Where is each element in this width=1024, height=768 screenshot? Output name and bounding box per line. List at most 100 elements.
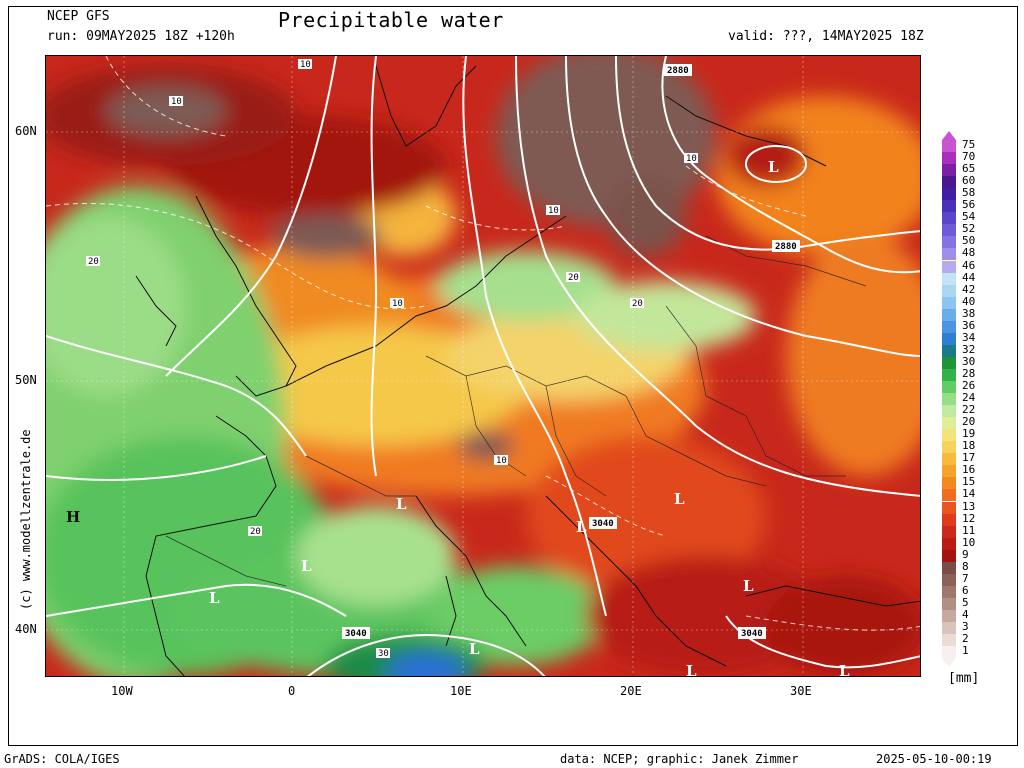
legend-swatch xyxy=(942,140,956,152)
legend-level-label: 24 xyxy=(962,391,976,405)
footer-software: GrADS: COLA/IGES xyxy=(4,752,120,766)
legend-level-label: 15 xyxy=(962,475,976,489)
low-pressure-marker: L xyxy=(674,490,685,508)
legend-swatch xyxy=(942,573,956,586)
legend-swatch xyxy=(942,513,956,526)
legend-swatch xyxy=(942,549,956,562)
contour-label-group: 10 10 10 10 10 10 20 20 xyxy=(86,59,800,659)
high-pressure-marker: H xyxy=(66,508,80,526)
legend-level-label: 65 xyxy=(962,162,976,176)
pressure-centers: H L L L L L L L L L L xyxy=(66,158,850,677)
legend-level-label: 11 xyxy=(962,523,976,537)
legend-swatch xyxy=(942,200,956,213)
legend-level-label: 12 xyxy=(962,511,976,525)
legend-level-label: 58 xyxy=(962,186,976,200)
lat-label-50n: 50N xyxy=(15,373,37,387)
legend-swatch xyxy=(942,164,956,177)
legend-swatch xyxy=(942,381,956,393)
legend-level-label: 13 xyxy=(962,499,976,513)
legend-level-label: 32 xyxy=(962,342,976,356)
legend-swatch xyxy=(942,489,956,502)
legend-swatch xyxy=(942,248,956,261)
legend-level-label: 38 xyxy=(962,306,976,320)
legend-arrow-down-icon xyxy=(942,658,956,668)
legend-swatch xyxy=(942,260,956,273)
legend-swatch xyxy=(942,585,956,598)
legend-level-label: 42 xyxy=(962,282,976,296)
legend-swatch xyxy=(942,368,956,381)
legend-level-label: 6 xyxy=(962,583,969,597)
svg-text:20: 20 xyxy=(568,273,579,283)
legend-swatch xyxy=(942,634,956,647)
svg-text:3040: 3040 xyxy=(592,519,614,529)
footer-credit: data: NCEP; graphic: Janek Zimmer xyxy=(560,752,799,766)
low-pressure-marker: L xyxy=(686,662,697,677)
legend-level-label: 20 xyxy=(962,415,976,429)
legend-swatch xyxy=(942,236,956,249)
legend-swatch xyxy=(942,622,956,634)
low-pressure-marker: L xyxy=(209,589,220,607)
legend-level-label: 54 xyxy=(962,210,976,224)
legend-swatch xyxy=(942,501,956,514)
svg-text:10: 10 xyxy=(686,154,697,164)
legend-level-label: 1 xyxy=(962,644,969,658)
contour-label-10: 10 xyxy=(298,59,312,70)
legend-level-label: 28 xyxy=(962,366,976,380)
legend-swatch xyxy=(942,465,956,478)
legend-swatch xyxy=(942,417,956,430)
legend-level-label: 30 xyxy=(962,354,976,368)
legend-level-label: 5 xyxy=(962,595,969,609)
svg-text:10: 10 xyxy=(171,97,182,107)
contour-label-2880: 2880 xyxy=(664,64,692,76)
contour-label-10: 10 xyxy=(546,205,560,216)
legend-swatch xyxy=(942,188,956,201)
legend-level-label: 26 xyxy=(962,379,976,392)
contour-label-10: 10 xyxy=(494,455,508,466)
legend-swatch xyxy=(942,561,956,574)
legend-level-label: 2 xyxy=(962,632,969,646)
legend-level-label: 56 xyxy=(962,198,976,212)
height-contours xyxy=(46,56,920,676)
contour-label-3040: 3040 xyxy=(589,517,617,529)
lon-label-10e: 10E xyxy=(450,684,472,698)
svg-text:2880: 2880 xyxy=(667,66,689,76)
pw-contours xyxy=(46,56,920,631)
legend-swatch xyxy=(942,441,956,454)
legend-level-label: 40 xyxy=(962,294,976,308)
legend-swatch xyxy=(942,272,956,285)
contour-label-3040: 3040 xyxy=(342,627,370,639)
legend-level-label: 18 xyxy=(962,439,976,453)
run-info: run: 09MAY2025 18Z +120h xyxy=(47,29,235,44)
svg-text:20: 20 xyxy=(250,527,261,537)
contour-label-30: 30 xyxy=(376,648,390,659)
weather-map: 10 10 10 10 10 10 20 20 xyxy=(45,55,921,677)
low-pressure-marker: L xyxy=(839,662,850,677)
low-pressure-marker: L xyxy=(396,495,407,513)
lon-label-0: 0 xyxy=(288,684,296,698)
website-credit: (c) www.modellzentrale.de xyxy=(19,429,33,610)
legend-level-label: 60 xyxy=(962,174,976,188)
svg-text:20: 20 xyxy=(88,257,99,267)
legend-swatch xyxy=(942,344,956,357)
svg-text:10: 10 xyxy=(496,456,507,466)
lat-label-40n: 40N xyxy=(15,622,37,636)
legend-swatch xyxy=(942,405,956,418)
map-title: Precipitable water xyxy=(278,8,504,32)
legend-level-label: 22 xyxy=(962,403,976,417)
legend-swatch xyxy=(942,393,956,406)
legend-swatch xyxy=(942,320,956,333)
low-pressure-marker: L xyxy=(743,577,754,595)
contour-label-10: 10 xyxy=(684,153,698,164)
legend-swatch xyxy=(942,176,956,189)
lat-label-60n: 60N xyxy=(15,124,37,138)
lon-label-30e: 30E xyxy=(790,684,812,698)
contour-label-3040: 3040 xyxy=(738,627,766,639)
contour-label-10: 10 xyxy=(169,96,183,107)
legend-swatch xyxy=(942,477,956,490)
legend-swatch xyxy=(942,609,956,622)
legend-level-label: 36 xyxy=(962,318,976,332)
legend-level-label: 7 xyxy=(962,571,969,585)
legend-level-label: 52 xyxy=(962,222,976,236)
lon-label-20e: 20E xyxy=(620,684,642,698)
model-name: NCEP GFS xyxy=(47,9,110,24)
